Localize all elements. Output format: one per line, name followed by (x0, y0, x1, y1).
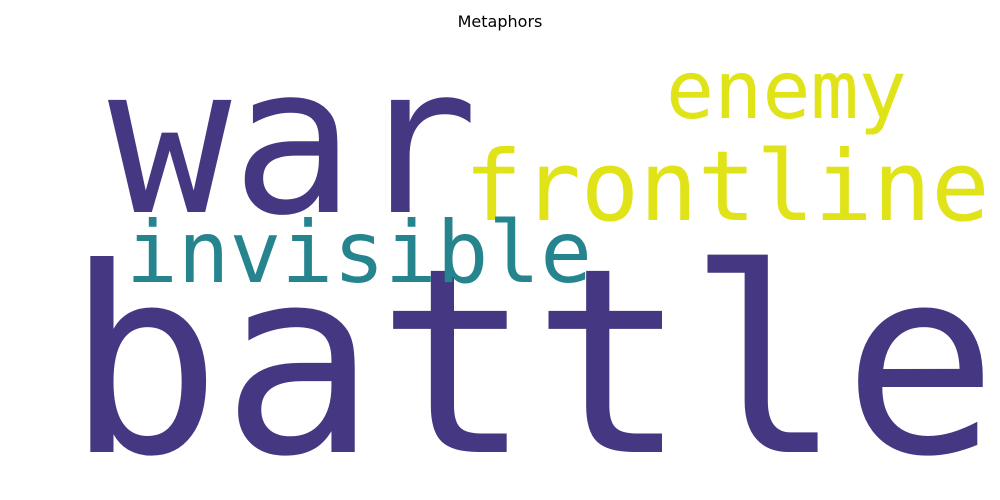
word-battle: battle (66, 213, 998, 500)
word-frontline: frontline (464, 130, 990, 243)
word-enemy: enemy (666, 44, 907, 137)
word-invisible: invisible (126, 203, 592, 303)
word-war: war (108, 23, 478, 261)
chart-title: Metaphors (457, 12, 543, 31)
